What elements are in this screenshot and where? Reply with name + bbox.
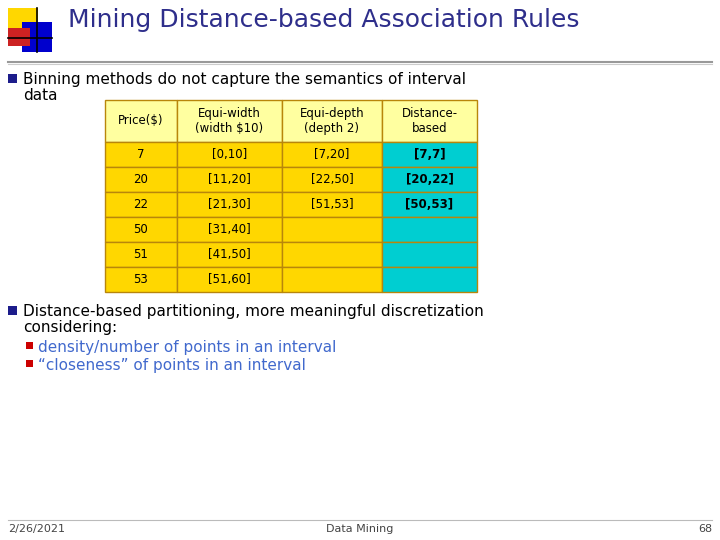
Text: [51,60]: [51,60] <box>208 273 251 286</box>
Bar <box>105 167 177 192</box>
Text: [7,7]: [7,7] <box>414 148 445 161</box>
Bar <box>382 142 477 167</box>
Text: 53: 53 <box>134 273 148 286</box>
Bar <box>8 8 38 38</box>
Bar <box>8 74 17 83</box>
Bar <box>177 100 282 142</box>
Bar <box>382 100 477 142</box>
Bar <box>105 217 177 242</box>
Text: [7,20]: [7,20] <box>315 148 350 161</box>
Bar <box>282 100 382 142</box>
Bar <box>177 192 282 217</box>
Bar <box>105 242 177 267</box>
Bar <box>105 192 177 217</box>
Text: Equi-width
(width $10): Equi-width (width $10) <box>195 107 264 135</box>
Bar <box>105 142 177 167</box>
Bar <box>22 22 52 52</box>
Bar <box>382 242 477 267</box>
Bar <box>177 167 282 192</box>
Text: [50,53]: [50,53] <box>405 198 454 211</box>
Bar <box>8 306 17 315</box>
Text: Binning methods do not capture the semantics of interval: Binning methods do not capture the seman… <box>23 72 466 87</box>
Text: Mining Distance-based Association Rules: Mining Distance-based Association Rules <box>68 8 580 32</box>
Text: 20: 20 <box>134 173 148 186</box>
Text: 50: 50 <box>134 223 148 236</box>
Bar <box>8 28 30 46</box>
Text: Distance-
based: Distance- based <box>402 107 458 135</box>
Text: considering:: considering: <box>23 320 117 335</box>
Text: data: data <box>23 88 58 103</box>
Bar <box>282 142 382 167</box>
Bar <box>282 167 382 192</box>
Text: 7: 7 <box>138 148 145 161</box>
Bar <box>26 360 33 367</box>
Bar <box>382 192 477 217</box>
Bar <box>282 217 382 242</box>
Bar <box>282 267 382 292</box>
Bar <box>177 242 282 267</box>
Text: Price($): Price($) <box>118 114 163 127</box>
Text: 51: 51 <box>134 248 148 261</box>
Text: [20,22]: [20,22] <box>405 173 454 186</box>
Text: 68: 68 <box>698 524 712 534</box>
Text: 22: 22 <box>133 198 148 211</box>
Text: [22,50]: [22,50] <box>310 173 354 186</box>
Bar <box>282 192 382 217</box>
Text: [41,50]: [41,50] <box>208 248 251 261</box>
Text: density/number of points in an interval: density/number of points in an interval <box>38 340 336 355</box>
Bar <box>26 342 33 349</box>
Bar <box>105 267 177 292</box>
Bar <box>177 142 282 167</box>
Text: [31,40]: [31,40] <box>208 223 251 236</box>
Text: [51,53]: [51,53] <box>311 198 354 211</box>
Bar <box>282 242 382 267</box>
Text: [21,30]: [21,30] <box>208 198 251 211</box>
Text: “closeness” of points in an interval: “closeness” of points in an interval <box>38 358 306 373</box>
Text: Distance-based partitioning, more meaningful discretization: Distance-based partitioning, more meanin… <box>23 304 484 319</box>
Text: Data Mining: Data Mining <box>326 524 394 534</box>
Bar <box>382 217 477 242</box>
Text: 2/26/2021: 2/26/2021 <box>8 524 65 534</box>
Text: [11,20]: [11,20] <box>208 173 251 186</box>
Bar <box>177 217 282 242</box>
Text: Equi-depth
(depth 2): Equi-depth (depth 2) <box>300 107 364 135</box>
Bar <box>382 267 477 292</box>
Text: [0,10]: [0,10] <box>212 148 247 161</box>
Bar <box>105 100 177 142</box>
Bar <box>382 167 477 192</box>
Bar <box>177 267 282 292</box>
